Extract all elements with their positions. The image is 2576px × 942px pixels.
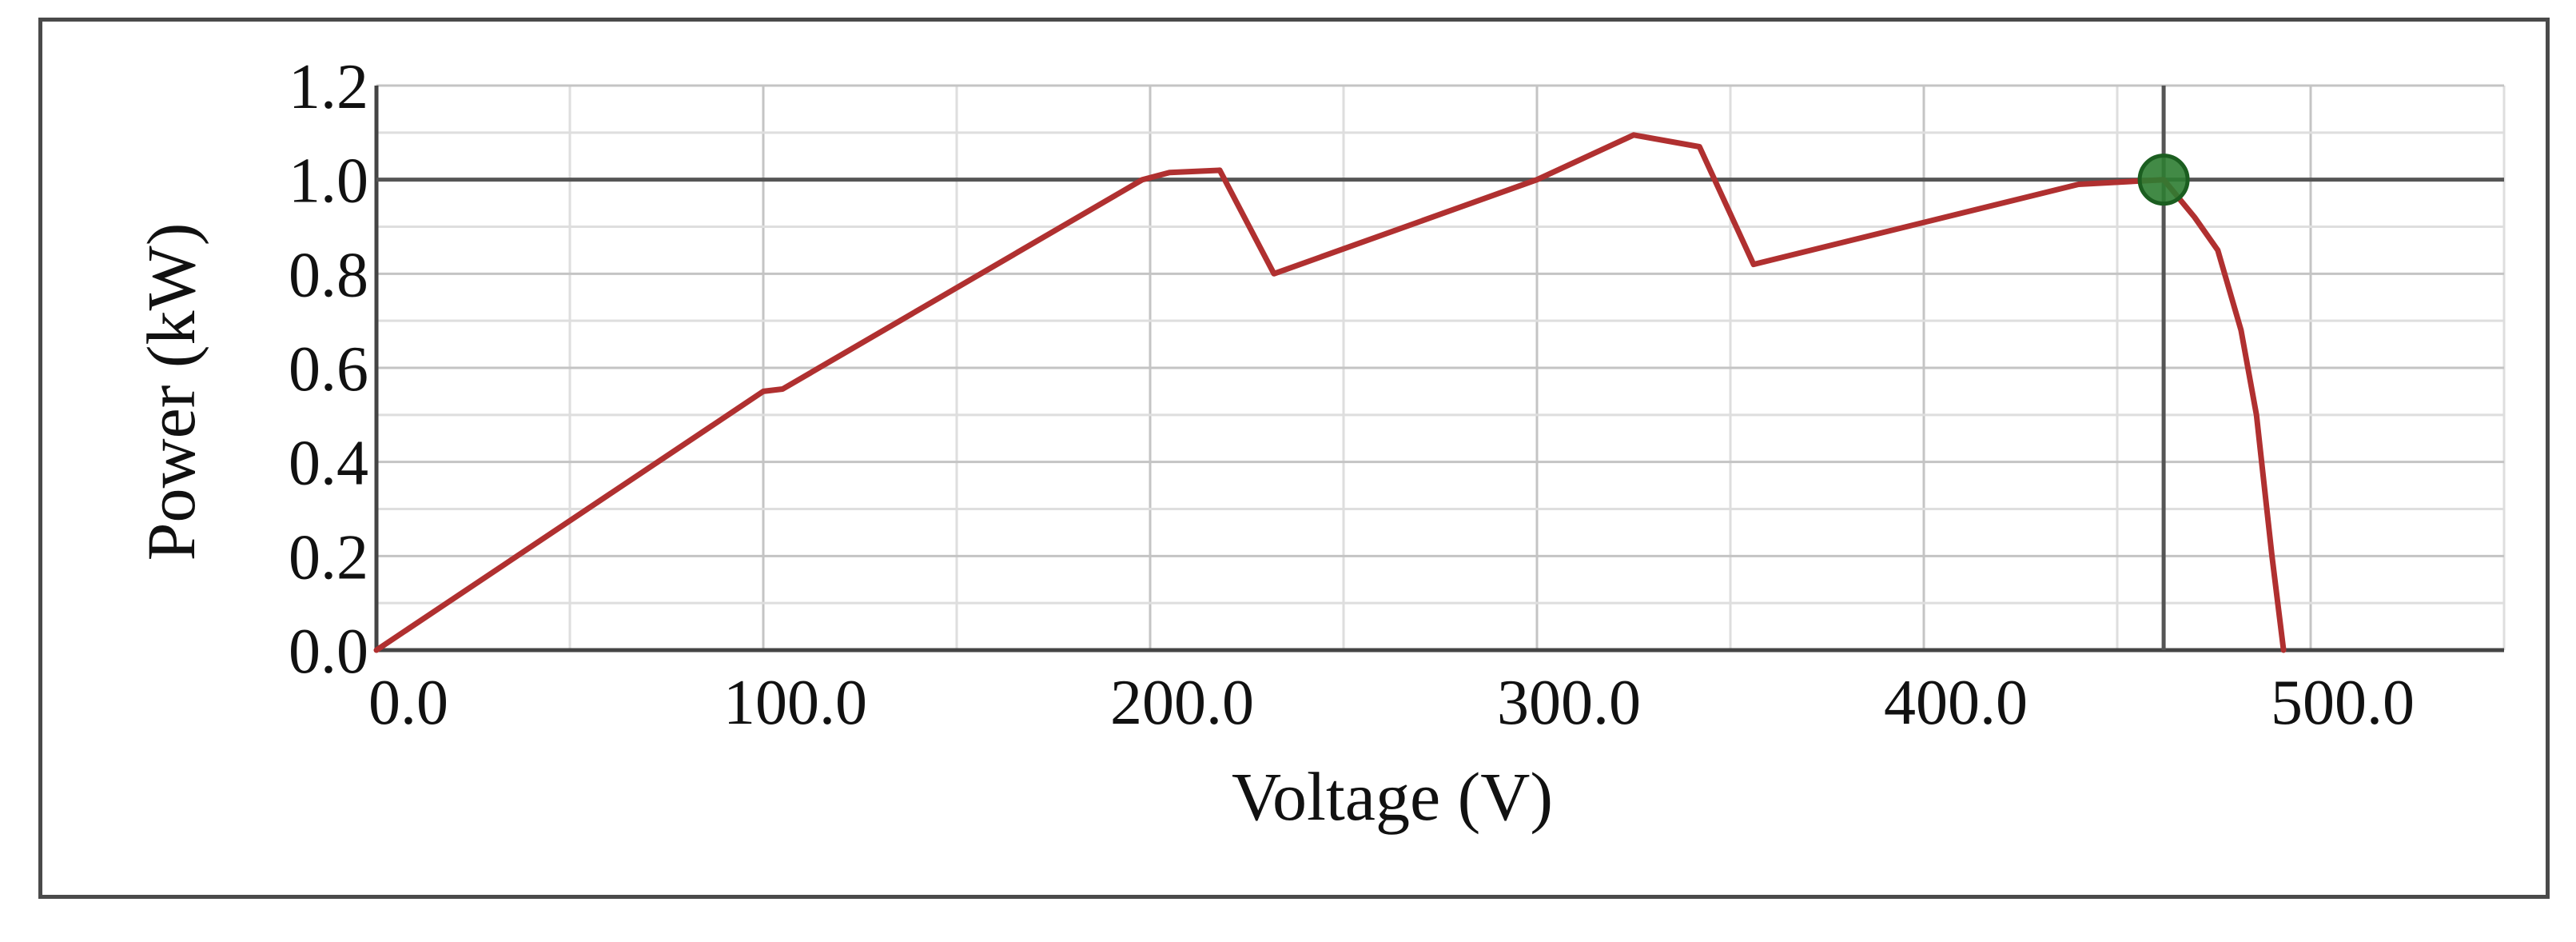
y-tick-label: 1.2 xyxy=(289,52,368,122)
chart-frame: 0.0 0.2 0.4 0.6 0.8 1.0 1.2 0.0 100.0 200.0 300.0 4… xyxy=(38,18,2550,899)
series-line xyxy=(373,132,2287,653)
x-tick-label: 400.0 xyxy=(1884,668,2028,738)
x-tick-label: 300.0 xyxy=(1497,668,1641,738)
y-tick-label: 0.4 xyxy=(289,429,368,499)
x-tick-label: 0.0 xyxy=(368,668,448,738)
tick-labels: 0.0 0.2 0.4 0.6 0.8 1.0 1.2 0.0 100.0 200.0 300.0 4… xyxy=(289,52,2415,738)
x-tick-label: 500.0 xyxy=(2271,668,2415,738)
y-tick-label: 0.6 xyxy=(289,334,368,405)
x-tick-label: 200.0 xyxy=(1110,668,1254,738)
mpp-marker-point xyxy=(2137,154,2190,206)
y-tick-label: 1.0 xyxy=(289,146,368,217)
x-tick-label: 100.0 xyxy=(723,668,867,738)
y-tick-label: 0.8 xyxy=(289,240,368,310)
y-axis-title: Power (kW) xyxy=(133,223,209,561)
marker-layer xyxy=(2137,154,2190,206)
series-layer xyxy=(373,132,2287,653)
power-voltage-chart: 0.0 0.2 0.4 0.6 0.8 1.0 1.2 0.0 100.0 200.0 300.0 4… xyxy=(133,52,2506,835)
x-axis-title: Voltage (V) xyxy=(1232,758,1553,835)
y-tick-label: 0.2 xyxy=(289,522,368,593)
y-tick-label: 0.0 xyxy=(289,617,368,687)
